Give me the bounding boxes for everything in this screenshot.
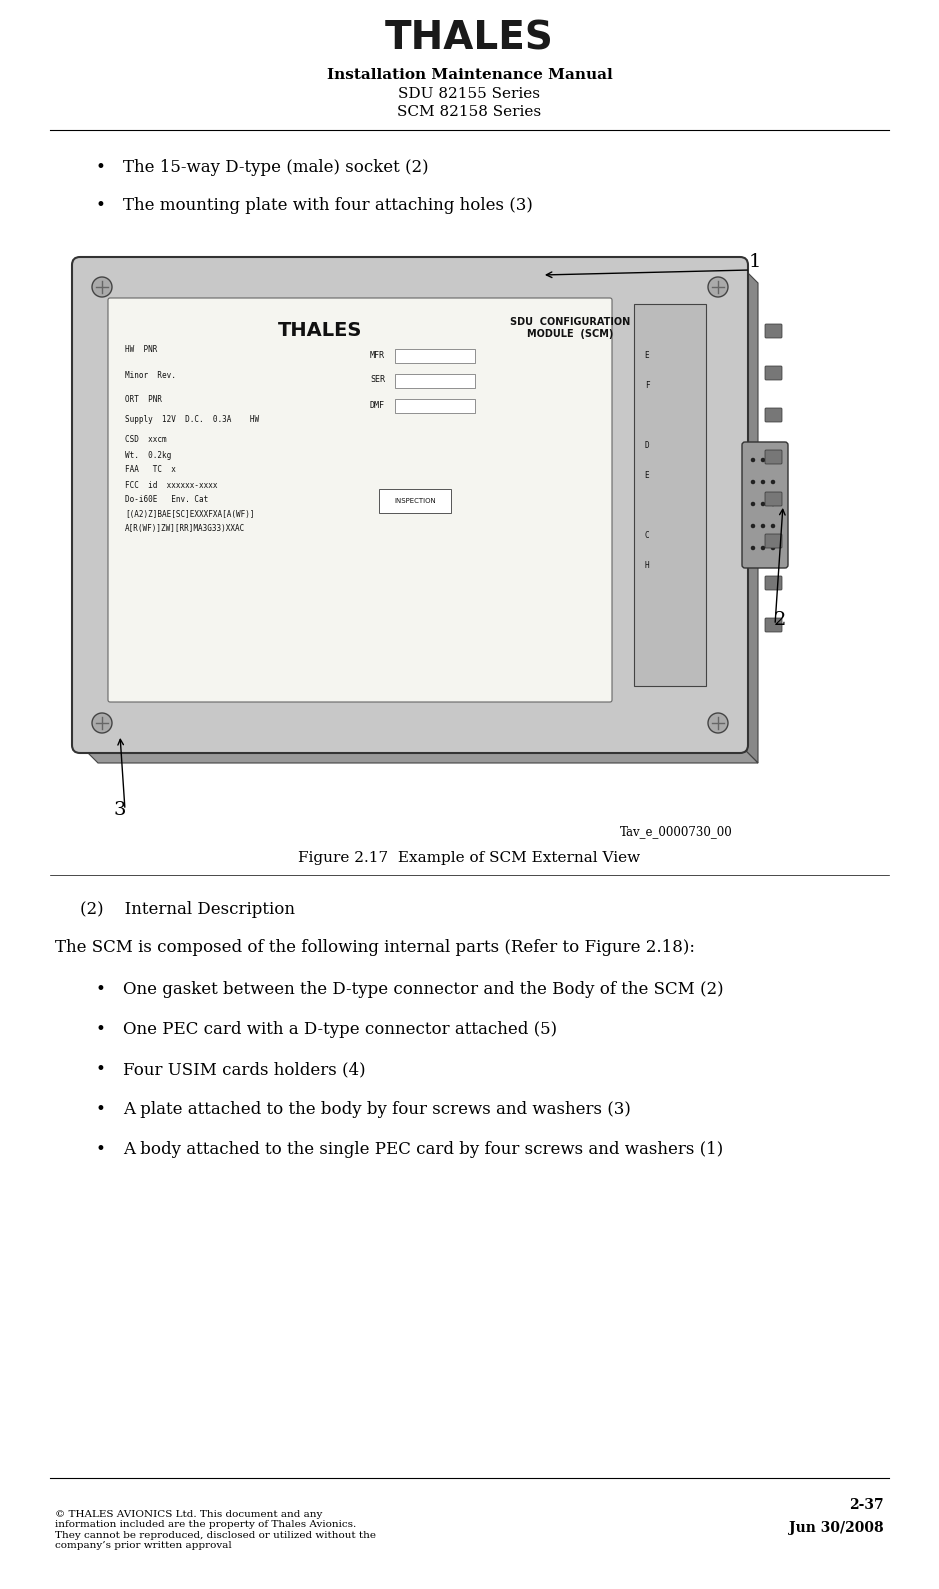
Circle shape: [751, 480, 755, 485]
Text: A body attached to the single PEC card by four screws and washers (1): A body attached to the single PEC card b…: [123, 1141, 723, 1158]
FancyBboxPatch shape: [765, 534, 782, 548]
Text: [(A2)Z]BAE[SC]EXXXFXA[A(WF)]: [(A2)Z]BAE[SC]EXXXFXA[A(WF)]: [125, 510, 254, 520]
Circle shape: [761, 480, 765, 485]
FancyBboxPatch shape: [765, 408, 782, 423]
Circle shape: [708, 276, 728, 297]
FancyBboxPatch shape: [742, 442, 788, 567]
Circle shape: [761, 547, 765, 550]
Text: •: •: [95, 1061, 105, 1079]
Text: MFR: MFR: [370, 351, 385, 359]
Circle shape: [771, 502, 775, 505]
Circle shape: [751, 547, 755, 550]
Circle shape: [751, 458, 755, 462]
FancyBboxPatch shape: [395, 399, 475, 413]
FancyBboxPatch shape: [765, 450, 782, 464]
Text: •: •: [95, 982, 105, 998]
Circle shape: [771, 458, 775, 462]
FancyBboxPatch shape: [765, 575, 782, 590]
Text: SER: SER: [370, 375, 385, 385]
Circle shape: [92, 713, 112, 733]
Text: Do-i60E   Env. Cat: Do-i60E Env. Cat: [125, 496, 208, 504]
Text: •: •: [95, 159, 105, 176]
Circle shape: [751, 524, 755, 528]
Text: The 15-way D-type (male) socket (2): The 15-way D-type (male) socket (2): [123, 159, 428, 176]
FancyBboxPatch shape: [634, 303, 706, 686]
FancyBboxPatch shape: [379, 489, 451, 513]
Circle shape: [92, 276, 112, 297]
Circle shape: [771, 547, 775, 550]
Text: FAA   TC  x: FAA TC x: [125, 466, 176, 475]
Text: Wt.  0.2kg: Wt. 0.2kg: [125, 451, 171, 459]
Text: C: C: [645, 531, 649, 540]
FancyBboxPatch shape: [765, 365, 782, 380]
Text: THALES: THALES: [278, 321, 362, 340]
Text: INSPECTION: INSPECTION: [394, 497, 436, 504]
Text: Figure 2.17  Example of SCM External View: Figure 2.17 Example of SCM External View: [299, 852, 640, 864]
Text: SCM 82158 Series: SCM 82158 Series: [397, 105, 542, 119]
Circle shape: [771, 524, 775, 528]
Text: •: •: [95, 197, 105, 213]
FancyBboxPatch shape: [72, 257, 748, 753]
Text: •: •: [95, 1022, 105, 1039]
FancyBboxPatch shape: [765, 324, 782, 338]
Text: D: D: [645, 440, 649, 450]
Text: The mounting plate with four attaching holes (3): The mounting plate with four attaching h…: [123, 197, 532, 213]
Text: Supply  12V  D.C.  0.3A    HW: Supply 12V D.C. 0.3A HW: [125, 415, 259, 424]
Text: E: E: [645, 470, 649, 480]
FancyBboxPatch shape: [395, 373, 475, 388]
Text: H: H: [645, 561, 649, 569]
Circle shape: [708, 713, 728, 733]
Polygon shape: [80, 745, 758, 763]
FancyBboxPatch shape: [765, 493, 782, 505]
Text: Jun 30/2008: Jun 30/2008: [790, 1521, 884, 1535]
Text: F: F: [645, 380, 649, 389]
Text: •: •: [95, 1141, 105, 1158]
Polygon shape: [740, 265, 758, 763]
Text: HW  PNR: HW PNR: [125, 345, 158, 354]
Text: Four USIM cards holders (4): Four USIM cards holders (4): [123, 1061, 365, 1079]
Text: THALES: THALES: [385, 19, 554, 57]
Text: Installation Maintenance Manual: Installation Maintenance Manual: [327, 68, 612, 83]
FancyBboxPatch shape: [108, 299, 612, 702]
FancyBboxPatch shape: [395, 350, 475, 362]
Text: DMF: DMF: [370, 400, 385, 410]
Circle shape: [761, 458, 765, 462]
Text: Minor  Rev.: Minor Rev.: [125, 370, 176, 380]
Circle shape: [761, 524, 765, 528]
Text: •: •: [95, 1101, 105, 1119]
Circle shape: [761, 502, 765, 505]
Circle shape: [771, 480, 775, 485]
FancyBboxPatch shape: [765, 618, 782, 632]
Text: SDU  CONFIGURATION
MODULE  (SCM): SDU CONFIGURATION MODULE (SCM): [510, 318, 630, 338]
Text: 3: 3: [114, 801, 126, 818]
Circle shape: [751, 502, 755, 505]
Text: The SCM is composed of the following internal parts (Refer to Figure 2.18):: The SCM is composed of the following int…: [55, 939, 695, 957]
Text: ORT  PNR: ORT PNR: [125, 396, 162, 405]
Text: A[R(WF)]ZW][RR]MA3G33)XXAC: A[R(WF)]ZW][RR]MA3G33)XXAC: [125, 523, 245, 532]
Text: SDU 82155 Series: SDU 82155 Series: [398, 87, 541, 102]
Text: © THALES AVIONICS Ltd. This document and any
information included are the proper: © THALES AVIONICS Ltd. This document and…: [55, 1510, 376, 1551]
Text: 1: 1: [748, 253, 762, 272]
Text: Tav_e_0000730_00: Tav_e_0000730_00: [620, 826, 732, 839]
Text: A plate attached to the body by four screws and washers (3): A plate attached to the body by four scr…: [123, 1101, 631, 1119]
Text: 2-37: 2-37: [850, 1498, 884, 1513]
Text: (2)    Internal Description: (2) Internal Description: [80, 901, 295, 918]
Text: FCC  id  xxxxxx-xxxx: FCC id xxxxxx-xxxx: [125, 480, 218, 489]
Text: 2: 2: [774, 612, 786, 629]
Text: One gasket between the D-type connector and the Body of the SCM (2): One gasket between the D-type connector …: [123, 982, 724, 998]
Text: One PEC card with a D-type connector attached (5): One PEC card with a D-type connector att…: [123, 1022, 557, 1039]
Text: E: E: [645, 351, 649, 359]
Text: CSD  xxcm: CSD xxcm: [125, 435, 166, 445]
